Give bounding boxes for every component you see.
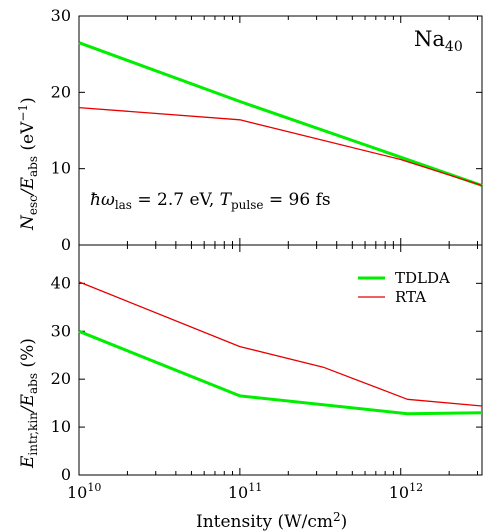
top-y-mid: /E [18, 176, 38, 197]
bottom-y-axis-title: Eintr,kin/Eabs (%) [18, 338, 40, 469]
bottom-y-sub1: intr,kin [26, 412, 40, 456]
bottom-y-unit: (%) [18, 338, 38, 373]
x-tick-base: 10 [389, 483, 409, 502]
top-panel-series [78, 41, 483, 187]
bottom-panel-frame [78, 244, 483, 476]
omega-label: ħω [90, 190, 115, 210]
x-tick-label: 1012 [389, 481, 423, 502]
top-y-unit: (eV [18, 121, 38, 156]
x-tick-label: 1011 [228, 481, 262, 502]
legend: TDLDA RTA [358, 269, 450, 306]
y-tick-label: 40 [51, 273, 71, 292]
cluster-label-base: Na [414, 27, 445, 51]
x-tick-label: 1010 [67, 481, 101, 502]
bottom-panel-series [78, 281, 483, 416]
series-line-rta [78, 106, 483, 187]
x-axis-title: Intensity (W/cm2) [196, 510, 347, 532]
top-y-sub2: abs [26, 156, 40, 177]
series-line-tdlda [78, 41, 483, 187]
y-tick-label: 30 [51, 321, 71, 340]
omega-value: = 2.7 eV, [132, 190, 220, 210]
x-tick-exponent: 10 [87, 481, 101, 494]
bottom-y-mid: /E [18, 393, 38, 414]
x-tick-exponent: 12 [409, 481, 423, 494]
series-line-tdlda [78, 329, 483, 416]
y-tick-label: 0 [61, 235, 71, 254]
cluster-label: Na40 [414, 27, 463, 55]
y-tick-label: 20 [51, 369, 71, 388]
y-tick-label: 10 [51, 159, 71, 178]
bottom-y-sub2: abs [26, 373, 40, 394]
x-tick-base: 10 [67, 483, 87, 502]
top-y-sub1: esc [26, 195, 40, 215]
y-tick-label: 20 [51, 82, 71, 101]
x-axis-main: Intensity (W/cm [196, 512, 333, 532]
laser-parameters: ħωlas = 2.7 eV, Tpulse = 96 fs [90, 190, 331, 212]
x-tick-base: 10 [228, 483, 248, 502]
cluster-label-subscript: 40 [445, 39, 463, 55]
y-tick-label: 10 [51, 417, 71, 436]
x-axis-end: ) [341, 512, 348, 532]
top-panel-ticks: 0 10 20 30 [51, 6, 482, 254]
y-tick-label: 0 [61, 465, 71, 484]
series-line-rta [78, 281, 483, 407]
x-axis-sup: 2 [333, 510, 341, 524]
top-y-main: N [18, 214, 38, 231]
legend-label-tdlda: TDLDA [395, 269, 450, 287]
pulse-value: = 96 fs [264, 190, 331, 210]
x-tick-exponent: 11 [248, 481, 262, 494]
bottom-y-main: E [18, 455, 38, 469]
omega-subscript: las [115, 198, 132, 212]
top-y-unit-sup: −1 [16, 104, 30, 122]
pulse-subscript: pulse [231, 198, 264, 212]
top-y-axis-title: Nesc/Eabs (eV−1) [16, 97, 40, 231]
legend-label-rta: RTA [395, 288, 426, 306]
y-tick-label: 30 [51, 6, 71, 25]
top-y-unit-end: ) [18, 97, 38, 104]
pulse-label: T [220, 190, 233, 210]
